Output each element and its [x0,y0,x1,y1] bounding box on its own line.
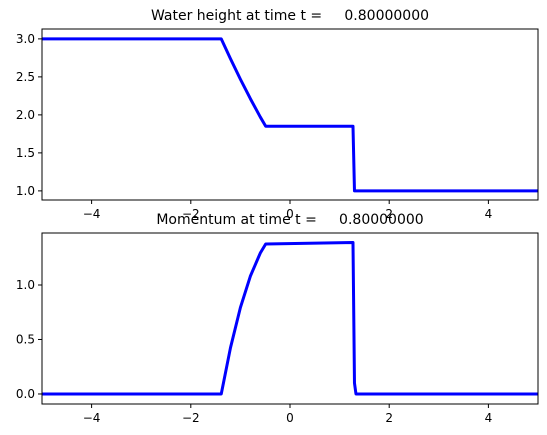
y-tick-label: 3.0 [16,32,35,46]
axes-frame [41,232,539,405]
y-tick-label: 2.5 [16,70,35,84]
y-tick-label: 1.0 [16,278,35,292]
y-tick-label: 0.5 [16,332,35,346]
chart-title: Water height at time t = 0.80000000 [151,8,429,24]
x-tick-label: 4 [485,411,493,425]
x-tick-label: 2 [385,207,393,221]
y-tick-label: 1.0 [16,184,35,198]
y-tick-label: 1.5 [16,146,35,160]
x-tick-label: −2 [182,411,200,425]
x-tick-label: −4 [83,411,101,425]
x-tick-label: 4 [485,207,493,221]
data-line [42,240,538,396]
y-tick-label: 0.0 [16,387,35,401]
axes-frame [41,28,539,201]
x-tick-label: −4 [83,207,101,221]
x-tick-label: 2 [385,411,393,425]
x-tick-label: 0 [286,207,294,221]
y-tick-label: 2.0 [16,108,35,122]
x-tick-label: −2 [182,207,200,221]
x-tick-label: 0 [286,411,294,425]
chart-title: Momentum at time t = 0.80000000 [156,212,423,228]
data-line [42,37,538,193]
